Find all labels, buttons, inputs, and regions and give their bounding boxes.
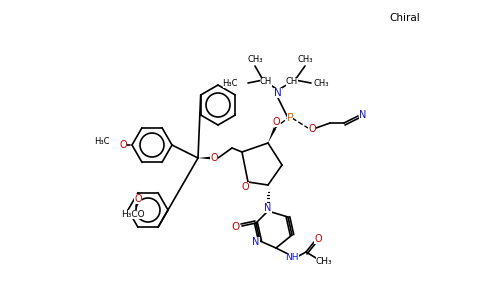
- Text: CH: CH: [260, 77, 272, 86]
- Text: N: N: [274, 88, 282, 98]
- Text: Chiral: Chiral: [390, 13, 421, 23]
- Text: N: N: [359, 110, 367, 120]
- Text: O: O: [308, 124, 316, 134]
- Text: O: O: [134, 194, 142, 204]
- Polygon shape: [268, 128, 276, 143]
- Text: CH₃: CH₃: [247, 55, 263, 64]
- Text: N: N: [252, 237, 260, 247]
- Text: H₃C: H₃C: [223, 79, 238, 88]
- Text: P: P: [287, 113, 293, 123]
- Text: CH: CH: [286, 77, 298, 86]
- Text: O: O: [241, 182, 249, 192]
- Text: NH: NH: [285, 254, 299, 262]
- Text: O: O: [232, 222, 240, 232]
- Text: CH₃: CH₃: [297, 55, 313, 64]
- Text: CH₃: CH₃: [316, 256, 333, 266]
- Text: H₃CO: H₃CO: [121, 210, 145, 219]
- Text: O: O: [272, 117, 280, 127]
- Text: O: O: [314, 234, 322, 244]
- Text: O: O: [120, 140, 127, 150]
- Polygon shape: [198, 157, 212, 160]
- Text: N: N: [264, 203, 272, 213]
- Text: CH₃: CH₃: [313, 79, 329, 88]
- Text: O: O: [210, 153, 218, 163]
- Text: H₃C: H₃C: [94, 137, 110, 146]
